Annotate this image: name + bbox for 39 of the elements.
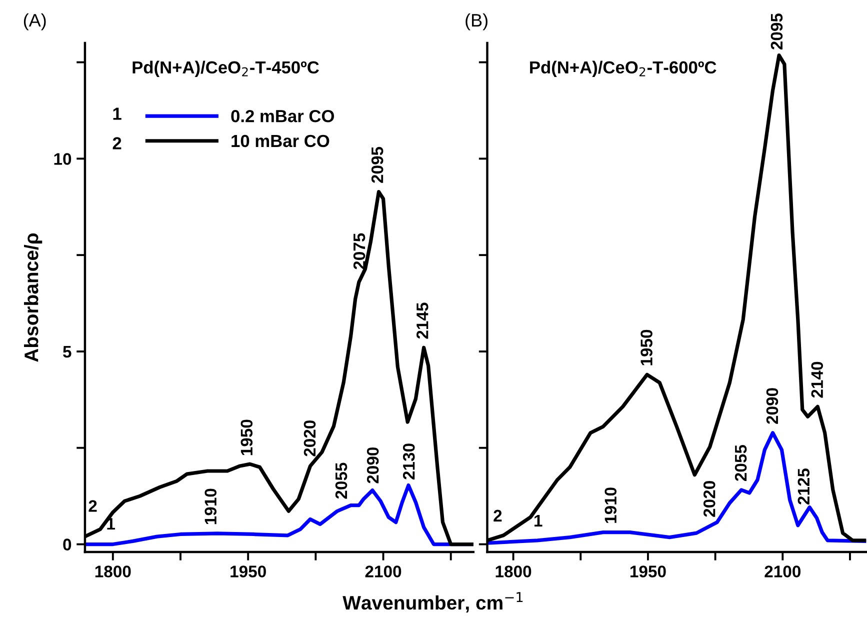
text: Pd(N+A)/CeO$_{2}$-T-600ºC (530, 60, 716, 77)
annotation: 2 (112, 137, 122, 150)
annotation: 2055 (335, 462, 348, 499)
chart-title: (B) (466, 13, 488, 30)
annotation: 2140 (811, 362, 824, 398)
x-axis-title: Wavenumber, cm$^{−1}$ (342, 592, 523, 612)
annotation: 2090 (766, 388, 778, 424)
text: Pd(N+A)/CeO$_{2}$-T-450ºC (132, 60, 319, 77)
x-tick-label: 1800 (496, 566, 532, 578)
annotation: 1910 (204, 488, 217, 524)
annotation: 2075 (353, 233, 366, 270)
annotation: 1910 (604, 488, 617, 523)
annotation: 2090 (366, 447, 379, 484)
annotation: 2145 (416, 302, 428, 339)
x-tick-label: 1800 (95, 566, 131, 578)
annotation: 2055 (734, 444, 747, 481)
annotation: 2095 (371, 146, 384, 183)
x-tick-label: 1950 (230, 566, 266, 578)
y-tick-label: 10 (54, 153, 72, 165)
x-tick-label: 1950 (630, 566, 666, 578)
legend-label: 0.2 mBar CO (231, 110, 334, 122)
annotation: 1 (534, 514, 542, 526)
x-tick-label: 2100 (764, 566, 800, 578)
annotation: 2130 (402, 444, 415, 480)
x-tick-label: 2100 (365, 566, 402, 578)
y-axis-title: Absorbance/ρ (24, 233, 42, 362)
annotation: 1 (113, 108, 122, 120)
annotation: 1950 (640, 330, 652, 366)
annotation: 1950 (240, 420, 253, 456)
annotation: 2095 (770, 13, 783, 50)
chart-title: (A) (24, 13, 46, 30)
annotation: 2125 (798, 468, 810, 505)
annotation: 2020 (703, 481, 716, 517)
annotation: 2020 (304, 420, 316, 456)
y-tick-label: 5 (63, 346, 72, 358)
y-tick-label: 0 (63, 538, 72, 550)
legend-label: 10 mBar CO (232, 134, 330, 148)
annotation: 2 (494, 510, 502, 522)
annotation: 2 (88, 500, 97, 512)
